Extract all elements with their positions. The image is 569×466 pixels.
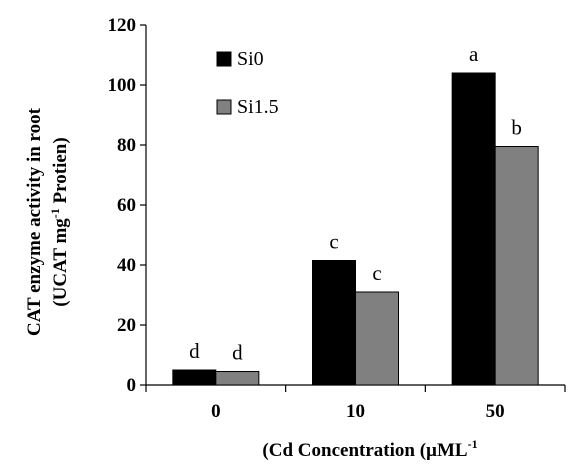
significance-label: c [372,261,381,285]
bars: d d c c a b [172,42,539,386]
bar-si0-50 [451,72,496,386]
bar-si1-5-10 [355,291,399,386]
y-tick-label: 100 [108,75,137,96]
y-tick-label: 40 [117,255,136,276]
y-tick-label: 120 [108,15,137,36]
x-tick-label: 50 [486,401,505,422]
axes: 0 20 40 60 80 100 120 0 10 50 [108,15,566,422]
legend-label: Si0 [237,48,264,70]
legend-label: Si1.5 [237,96,279,118]
significance-label: a [469,42,479,66]
x-tick-label: 0 [211,401,221,422]
y-tick-label: 0 [127,375,137,396]
significance-label: b [511,116,522,140]
bar-si0-0 [172,369,217,386]
legend-swatch [216,51,232,67]
y-tick-label: 60 [117,195,136,216]
y-axis-title-line1: CAT enzyme activity in root [24,107,45,336]
y-tick-label: 20 [117,315,136,336]
bar-si1-5-50 [494,146,539,386]
bar-si0-10 [312,260,356,386]
significance-label: d [189,339,200,363]
x-axis-title: (Cd Concentration (µML-1 [262,437,477,461]
significance-label: d [232,341,243,365]
legend-swatch [216,99,232,115]
x-tick-label: 10 [346,401,365,422]
bar-si1-5-0 [215,371,260,386]
y-axis-title: CAT enzyme activity in root (UCAT mg-1 P… [24,107,71,336]
y-axis-title-line2: (UCAT mg-1 Protien) [48,137,71,306]
y-tick-label: 80 [117,135,136,156]
legend: Si0 Si1.5 [216,48,279,118]
significance-label: c [329,230,338,254]
